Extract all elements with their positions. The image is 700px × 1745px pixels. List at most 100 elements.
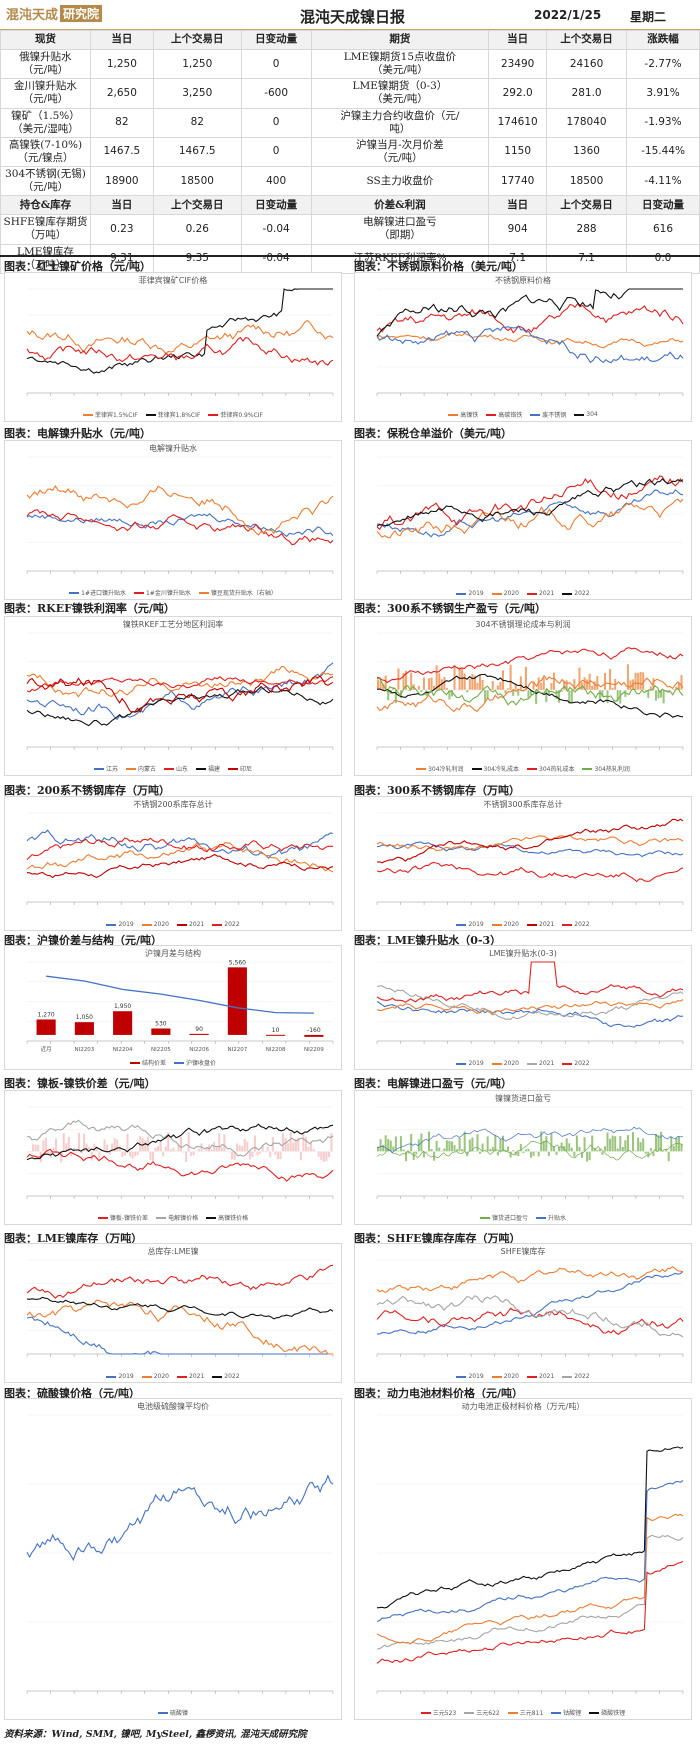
legend-item: 304热轧利润 <box>582 764 630 773</box>
bar-mark <box>642 1138 645 1152</box>
series-line <box>26 336 334 366</box>
legend-label: 2019 <box>118 921 134 928</box>
bar-mark <box>259 1151 262 1154</box>
bar-mark <box>113 1011 133 1035</box>
legend-swatch <box>456 923 467 926</box>
bar-mark <box>47 1151 50 1155</box>
legend-item: 高镍铁价格 <box>206 1213 248 1222</box>
table-row: SHFE镍库存期货 （万吨） 0.23 0.26 -0.04 电解镍进口盈亏 （即期） 904… <box>0 214 700 245</box>
bar-mark <box>491 1147 494 1152</box>
series-line <box>376 834 684 852</box>
series-line <box>26 1474 334 1562</box>
series-line <box>26 675 334 693</box>
series-line <box>376 1560 684 1664</box>
table-cell: 7.1 <box>546 243 628 274</box>
bar-mark <box>616 690 619 702</box>
legend-item: 2020 <box>491 921 519 928</box>
bar-mark <box>603 672 606 690</box>
bar-mark <box>218 1133 221 1152</box>
chart-plot <box>26 812 334 905</box>
bar-mark <box>241 1146 244 1152</box>
chart-caption: 图表：动力电池材料价格（元/吨） <box>354 1387 524 1400</box>
bar-mark <box>550 683 553 690</box>
table-cell: 616 <box>626 214 700 245</box>
bar-mark <box>379 1139 382 1152</box>
chart-axes <box>376 1414 684 1694</box>
market-data-table: 现货 当日 上个交易日 日变动量 期货 当日 上个交易日 涨跌幅 俄镍升贴水 （元/吨） 1,250… <box>0 30 700 274</box>
legend-swatch <box>491 1375 502 1378</box>
bar-mark <box>591 1135 594 1152</box>
legend-item: 2021 <box>527 1373 554 1380</box>
bar-mark <box>486 1136 489 1152</box>
chart-panel: 镍铁RKEF工艺分地区利润率 江苏 内蒙古 山东 福建 印尼 <box>4 616 342 776</box>
bar-mark <box>555 690 558 700</box>
legend-label: 304冷轧利润 <box>428 766 464 773</box>
chart-plot <box>376 1106 684 1199</box>
bar-mark <box>677 682 680 690</box>
table-cell: 400 <box>240 165 312 197</box>
bar-mark <box>387 1139 390 1152</box>
series-line <box>376 647 684 684</box>
table-cell: -4.11% <box>626 165 700 197</box>
bar-mark <box>435 1140 438 1152</box>
bar-mark <box>78 1133 81 1152</box>
bar-mark <box>44 1137 47 1152</box>
legend-label: 镍板-镍铁价差 <box>109 1215 149 1222</box>
bar-mark <box>438 1147 441 1152</box>
chart-caption: 图表：镍板-镍铁价差（元/吨） <box>4 1077 156 1090</box>
bar-mark <box>236 1143 239 1152</box>
series-line <box>376 861 684 883</box>
legend-item: 2020 <box>491 1373 519 1380</box>
legend-label: 304热轧利润 <box>594 766 630 773</box>
bar-mark <box>680 675 683 690</box>
bar-mark <box>320 1151 323 1160</box>
table-cell: 3,250 <box>152 78 242 109</box>
legend-item: 2022 <box>562 590 590 597</box>
legend-item: 2022 <box>562 1373 590 1380</box>
bar-mark <box>657 1135 660 1152</box>
legend-label: 2019 <box>468 1060 484 1067</box>
legend-item: 沪镍收盘价 <box>174 1058 216 1067</box>
bar-mark <box>157 1146 160 1152</box>
bar-mark <box>609 669 612 690</box>
legend-swatch <box>530 413 541 416</box>
bar-mark <box>537 1151 540 1157</box>
x-tick-label: NI2209 <box>304 1047 324 1053</box>
legend-label: 硫酸镍 <box>169 1710 188 1717</box>
legend-item: 1#进口镍升贴水 <box>69 588 126 597</box>
bar-mark <box>547 690 550 695</box>
legend-item: 2020 <box>491 590 519 597</box>
bar-mark <box>654 690 657 701</box>
bar-mark <box>652 678 655 690</box>
bar-mark <box>169 1149 172 1152</box>
bar-mark <box>330 1133 333 1152</box>
legend-label: 高碳铬铁 <box>498 412 523 419</box>
bar-mark <box>384 675 387 690</box>
series-line <box>376 818 684 864</box>
bar-mark <box>629 680 632 690</box>
bar-mark <box>410 1134 413 1152</box>
chart-title: 不锈钢200系库存总计 <box>133 800 213 809</box>
bar-mark <box>90 1151 93 1161</box>
legend-label: 升贴水 <box>548 1215 567 1222</box>
legend-swatch <box>177 923 187 926</box>
bar-mark <box>512 1150 515 1152</box>
chart-panel: 沪镍月差与结构 1,270 近月 1,050 NI2203 1,950 NI2204 530 N… <box>4 945 342 1070</box>
series-line <box>26 685 334 727</box>
table-row: 高镍铁(7-10%) （元/镍点） 1467.5 1467.5 0 沪镍当月-次月价差 （元… <box>0 136 700 168</box>
bar-mark <box>322 1151 325 1162</box>
bar-mark <box>253 1135 256 1152</box>
bar-mark <box>422 677 425 690</box>
legend-item: 2022 <box>562 1060 590 1067</box>
legend-swatch <box>456 1062 467 1065</box>
bar-mark <box>428 1131 431 1152</box>
legend-label: 2020 <box>153 1373 169 1380</box>
table-cell: 当日 <box>89 30 154 50</box>
bar-mark <box>136 1151 139 1156</box>
legend-label: 2022 <box>574 590 590 597</box>
legend-swatch <box>589 1711 600 1714</box>
legend-label: 钴酸锂 <box>563 1710 582 1717</box>
bar-mark <box>535 690 538 704</box>
bar-mark <box>415 1151 418 1155</box>
bar-mark <box>438 673 441 690</box>
